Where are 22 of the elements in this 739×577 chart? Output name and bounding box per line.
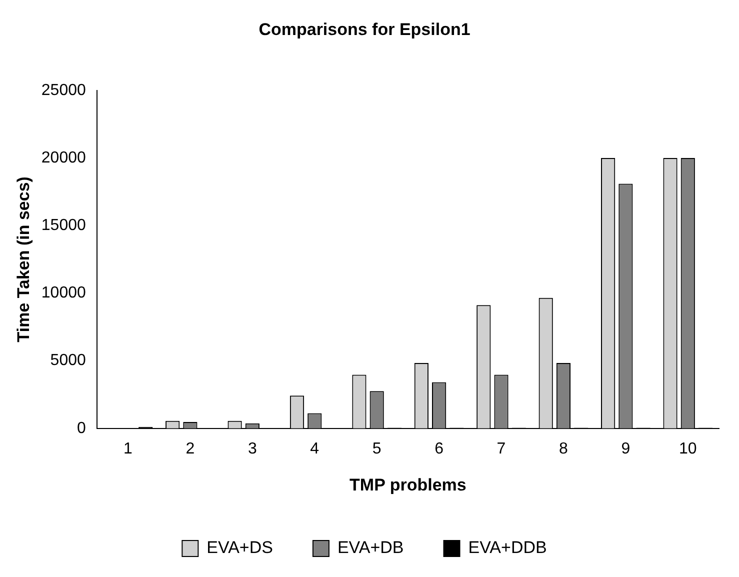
y-tick-label: 10000 xyxy=(41,284,86,302)
y-axis-title: Time Taken (in secs) xyxy=(14,176,33,342)
legend-label: EVA+DB xyxy=(337,538,404,558)
x-tick-label: 4 xyxy=(310,440,320,458)
x-tick-label: 7 xyxy=(496,440,506,458)
chart-title: Comparisons for Epsilon1 xyxy=(258,20,470,39)
x-tick-label: 5 xyxy=(372,440,382,458)
y-tick-label: 20000 xyxy=(41,149,86,166)
x-tick-label: 3 xyxy=(248,440,257,458)
x-tick-label: 1 xyxy=(124,440,133,458)
y-tick-label: 15000 xyxy=(41,217,86,234)
x-tick-label: 10 xyxy=(678,440,697,458)
x-tick-label: 6 xyxy=(434,440,444,458)
y-tick-label: 25000 xyxy=(41,82,86,99)
x-tick-label: 8 xyxy=(559,440,568,458)
legend-label: EVA+DDB xyxy=(468,538,547,558)
y-tick-label: 0 xyxy=(76,420,86,437)
y-tick-label: 5000 xyxy=(50,352,86,370)
x-tick-label: 2 xyxy=(186,440,195,458)
x-tick-label: 9 xyxy=(621,440,630,458)
legend-label: EVA+DS xyxy=(206,538,273,558)
x-axis-title: TMP problems xyxy=(350,475,466,494)
